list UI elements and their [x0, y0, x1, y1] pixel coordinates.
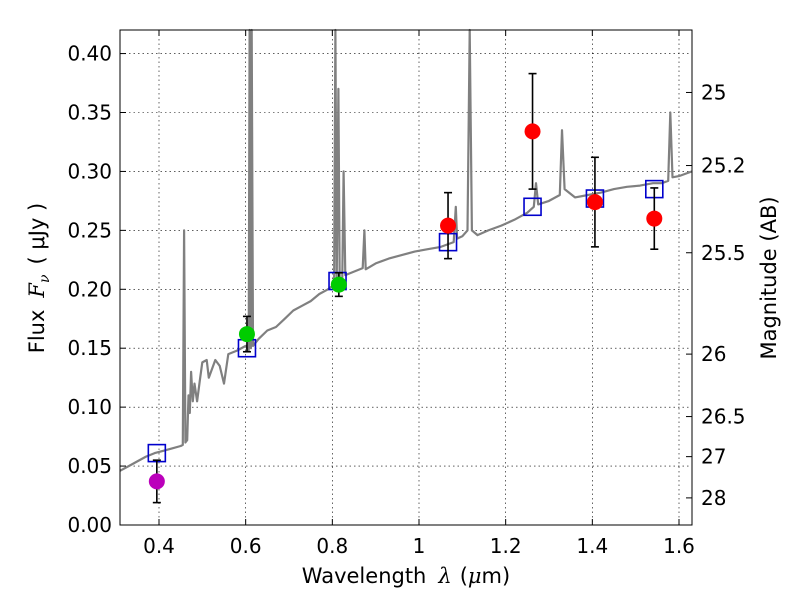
observed-point	[238, 326, 255, 343]
observed-point	[586, 194, 603, 211]
y-tick-label: 0.00	[67, 513, 112, 537]
y-tick-label: 0.25	[67, 218, 112, 242]
y-tick-label: 0.40	[67, 42, 112, 66]
model-photometry-square	[523, 197, 542, 217]
y-tick-label: 0.35	[67, 101, 112, 125]
spectrum-layer	[119, 28, 693, 472]
observed-point	[440, 217, 457, 234]
x-tick-label: 0.8	[316, 534, 348, 558]
observed-point	[148, 473, 165, 490]
magnitude-tick-label: 25.2	[701, 154, 746, 178]
y-tick-label: 0.10	[67, 395, 112, 419]
y-axis-label: FluxFν( μJy )	[25, 203, 53, 353]
magnitude-axis-ticks: 25 25.2 25.5 26 26.5 27 28	[686, 80, 746, 510]
observed-point	[524, 123, 541, 140]
x-tick-label: 1.6	[663, 534, 695, 558]
plot-frame	[119, 29, 693, 526]
grid-layer	[120, 30, 692, 526]
x-tick-label: 0.4	[143, 534, 175, 558]
x-tick-label: 1.2	[490, 534, 522, 558]
x-tick-label: 0.6	[230, 534, 262, 558]
magnitude-tick-label: 25.5	[701, 241, 746, 265]
y-tick-label: 0.30	[67, 159, 112, 183]
magnitude-axis-label: Magnitude (AB)	[757, 196, 781, 359]
magnitude-tick-label: 26.5	[701, 405, 746, 429]
model-photometry-layer	[147, 179, 664, 463]
spectrum-line	[119, 28, 693, 472]
magnitude-tick-label: 25	[701, 80, 726, 104]
y-tick-label: 0.15	[67, 336, 112, 360]
magnitude-tick-label: 26	[701, 342, 726, 366]
magnitude-tick-label: 28	[701, 486, 726, 510]
observed-point	[330, 276, 347, 293]
x-tick-label: 1	[413, 534, 426, 558]
y-axis-ticks: 0.00 0.05 0.10 0.15 0.20 0.25 0.30 0.35 0.40	[67, 42, 126, 537]
x-tick-label: 1.4	[576, 534, 608, 558]
x-axis-ticks: 0.4 0.6 0.8 1 1.2 1.4 1.6	[143, 30, 695, 558]
x-axis-label: Wavelength λ (μm)	[302, 564, 510, 588]
y-tick-label: 0.20	[67, 277, 112, 301]
observed-photometry-layer	[148, 72, 663, 504]
observed-point	[646, 210, 663, 227]
y-tick-label: 0.05	[67, 454, 112, 478]
magnitude-tick-label: 27	[701, 445, 726, 469]
